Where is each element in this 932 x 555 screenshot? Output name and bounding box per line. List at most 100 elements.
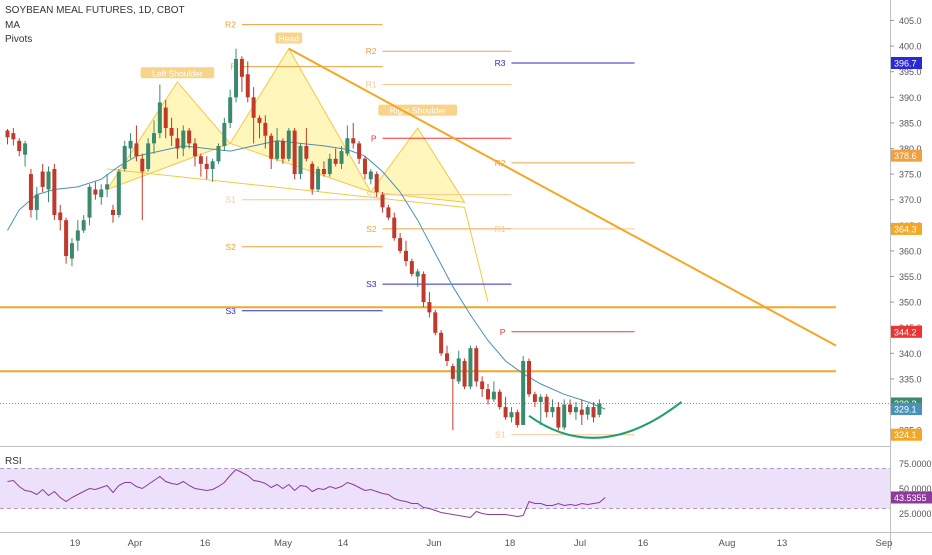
candle-body bbox=[87, 186, 92, 218]
time-tick-label: Jul bbox=[574, 538, 586, 549]
trendline bbox=[288, 47, 837, 347]
horizontal-levels[interactable] bbox=[0, 306, 890, 404]
candle-body bbox=[333, 158, 338, 164]
candle-body bbox=[462, 360, 467, 387]
candle-body bbox=[409, 261, 414, 274]
time-tick-label: 16 bbox=[200, 538, 211, 549]
pattern-triangle bbox=[105, 81, 232, 191]
candle-body bbox=[17, 140, 22, 152]
price-tick-label: 385.0 bbox=[899, 118, 922, 128]
candle-body bbox=[81, 220, 86, 231]
candlesticks bbox=[5, 48, 602, 431]
candle-body bbox=[427, 302, 432, 313]
price-tick-label: 350.0 bbox=[899, 298, 922, 308]
candle-body bbox=[497, 391, 502, 408]
price-badge bbox=[891, 325, 922, 338]
candle-body bbox=[169, 128, 174, 136]
candle-body bbox=[398, 238, 403, 251]
pivot-label: S1 bbox=[366, 190, 377, 200]
candle-body bbox=[152, 133, 156, 144]
candle-body bbox=[187, 130, 192, 144]
candle-body bbox=[439, 332, 444, 354]
rsi-label[interactable]: RSI bbox=[5, 456, 22, 467]
candle-body bbox=[316, 168, 321, 190]
candle-body bbox=[415, 271, 420, 277]
candle-body bbox=[222, 122, 227, 146]
rsi-line bbox=[7, 468, 606, 519]
candle-body bbox=[339, 151, 344, 164]
price-badge-label: 364.3 bbox=[894, 224, 917, 234]
drawings[interactable] bbox=[288, 47, 837, 439]
candle-body bbox=[380, 194, 385, 208]
pivot-label: P bbox=[230, 62, 236, 72]
candle-body bbox=[298, 145, 303, 175]
candle-body bbox=[304, 145, 309, 159]
candle-body bbox=[527, 360, 532, 395]
candle-body bbox=[251, 97, 256, 118]
candle-body bbox=[374, 174, 379, 193]
indicator-pivots-label[interactable]: Pivots bbox=[5, 34, 33, 45]
price-badge bbox=[891, 149, 922, 162]
pivot-label: R1 bbox=[366, 80, 377, 90]
candle-body bbox=[93, 189, 98, 195]
indicator-ma-label[interactable]: MA bbox=[5, 20, 20, 31]
price-tick-label: 405.0 bbox=[899, 16, 922, 26]
price-badge bbox=[891, 56, 922, 69]
candle-body bbox=[456, 358, 461, 382]
time-tick-label: 13 bbox=[777, 538, 788, 549]
candle-body bbox=[521, 360, 526, 425]
annotation-bg bbox=[140, 67, 215, 79]
time-tick-label: Aug bbox=[719, 538, 736, 549]
candle-body bbox=[198, 156, 203, 164]
rsi-last-badge bbox=[891, 491, 932, 504]
candle-body bbox=[28, 174, 33, 210]
candle-body bbox=[579, 409, 584, 415]
price-badge-label: 329.1 bbox=[894, 405, 917, 415]
candle-body bbox=[245, 74, 250, 98]
candle-body bbox=[491, 391, 496, 400]
candle-body bbox=[64, 220, 69, 257]
price-tick-label: 370.0 bbox=[899, 195, 922, 205]
candle-body bbox=[5, 130, 10, 138]
candle-body bbox=[403, 250, 408, 262]
time-tick-label: May bbox=[274, 538, 292, 549]
candle-body bbox=[105, 184, 110, 190]
candle-body bbox=[486, 389, 491, 400]
rsi-pane bbox=[0, 468, 890, 519]
rsi-tick-label: 75.0000 bbox=[899, 459, 932, 469]
candle-body bbox=[228, 97, 233, 123]
time-tick-label: 16 bbox=[638, 538, 649, 549]
price-badge-label: 396.7 bbox=[894, 58, 917, 68]
annotation-bg bbox=[275, 32, 303, 44]
candle-body bbox=[562, 404, 567, 428]
candle-body bbox=[175, 138, 180, 149]
candle-body bbox=[275, 140, 280, 159]
price-badge-label: 378.6 bbox=[894, 151, 917, 161]
price-badge-label: 344.2 bbox=[894, 327, 917, 337]
target-leg bbox=[464, 207, 489, 303]
pivot-label: S3 bbox=[366, 279, 377, 289]
rsi-tick-label: 50.0000 bbox=[899, 484, 932, 494]
neckline bbox=[107, 168, 465, 208]
candle-body bbox=[310, 163, 315, 190]
candle-body bbox=[468, 348, 473, 387]
candle-body bbox=[568, 404, 573, 413]
pivot-label: P bbox=[500, 327, 506, 337]
price-tick-label: 400.0 bbox=[899, 42, 922, 52]
price-tick-label: 395.0 bbox=[899, 67, 922, 77]
candle-body bbox=[193, 143, 198, 157]
candle-body bbox=[474, 348, 479, 382]
candle-body bbox=[280, 140, 285, 159]
candle-body bbox=[58, 212, 63, 221]
annotation-label: Right Shoulder bbox=[390, 106, 446, 116]
price-tick-label: 360.0 bbox=[899, 246, 922, 256]
pivot-label: R3 bbox=[495, 58, 506, 68]
candle-body bbox=[46, 171, 51, 190]
candle-body bbox=[321, 168, 326, 175]
candle-body bbox=[52, 168, 57, 216]
candle-body bbox=[216, 145, 221, 162]
annotation-label: Left Shoulder bbox=[152, 68, 203, 78]
head-shoulders-pattern: Left Shoulder Head Right Shoulder bbox=[105, 32, 489, 303]
